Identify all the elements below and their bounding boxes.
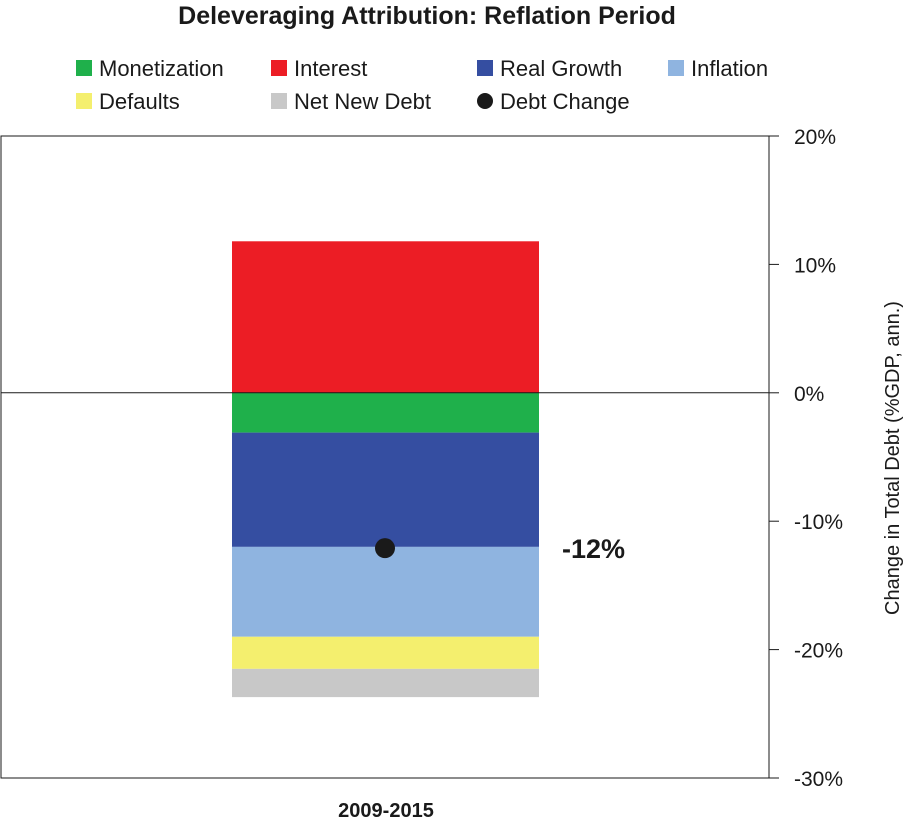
plot-frame	[0, 135, 770, 779]
legend-swatch	[271, 93, 287, 109]
legend-swatch	[76, 60, 92, 76]
data-label: -12%	[562, 534, 625, 564]
legend-label: Real Growth	[500, 56, 622, 81]
bar-monetization	[232, 392, 539, 433]
legend-item-net-new-debt: Net New Debt	[271, 89, 431, 114]
plot-area: -12%	[0, 135, 770, 779]
legend-item-interest: Interest	[271, 56, 367, 81]
legend-item-inflation: Inflation	[668, 56, 768, 81]
legend-label: Interest	[294, 56, 367, 81]
legend-label: Net New Debt	[294, 89, 431, 114]
bar-defaults	[232, 636, 539, 669]
y-tick-label: -20%	[794, 640, 843, 663]
legend-item-monetization: Monetization	[76, 56, 224, 81]
y-tick-label: -30%	[794, 768, 843, 791]
bar-real-growth	[232, 432, 539, 547]
legend-marker	[477, 93, 493, 109]
y-tick-label: -10%	[794, 511, 843, 534]
legend-swatch	[271, 60, 287, 76]
y-axis: 20% 10% 0% -10% -20% -30%	[769, 126, 843, 791]
legend-label: Debt Change	[500, 89, 630, 114]
marker-debt-change	[375, 538, 395, 559]
bar-interest	[232, 241, 539, 393]
x-tick-label: 2009-2015	[338, 800, 434, 822]
bar-inflation	[232, 546, 539, 637]
legend: Monetization Interest Real Growth Inflation…	[76, 56, 768, 114]
y-tick-label: 10%	[794, 254, 836, 277]
legend-swatch	[76, 93, 92, 109]
legend-swatch	[477, 60, 493, 76]
legend-label: Inflation	[691, 56, 768, 81]
legend-label: Defaults	[99, 89, 180, 114]
y-axis-title: Change in Total Debt (%GDP, ann.)	[882, 301, 904, 615]
legend-swatch	[668, 60, 684, 76]
chart-title: Deleveraging Attribution: Reflation Peri…	[178, 2, 676, 30]
bar-net-new-debt	[232, 668, 539, 698]
y-tick-label: 20%	[794, 126, 836, 149]
legend-item-defaults: Defaults	[76, 89, 180, 114]
legend-item-real-growth: Real Growth	[477, 56, 622, 81]
y-tick-label: 0%	[794, 383, 824, 406]
legend-item-debt-change: Debt Change	[477, 89, 630, 114]
legend-label: Monetization	[99, 56, 224, 81]
x-axis: 2009-2015	[338, 800, 434, 822]
